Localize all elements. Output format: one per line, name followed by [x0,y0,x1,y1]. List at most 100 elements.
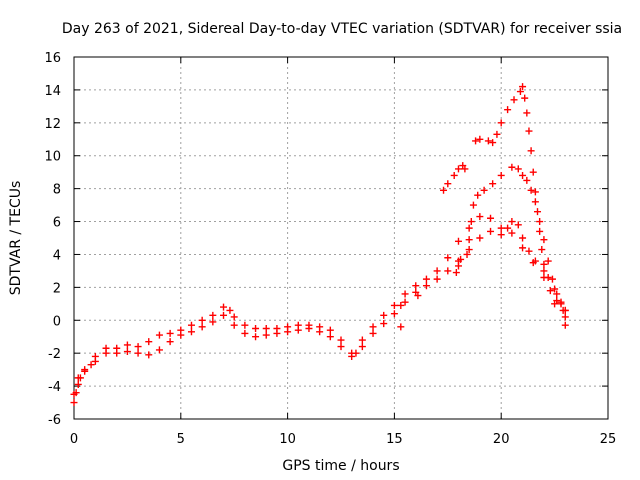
data-point [487,227,495,235]
y-tick-label: -2 [48,347,61,362]
data-point [454,237,462,245]
data-point [497,224,505,232]
data-point [548,275,556,283]
data-point [534,208,542,216]
data-point [74,374,82,382]
data-point [540,260,548,268]
data-point [252,325,260,332]
data-point [166,329,174,337]
data-point [390,310,398,318]
data-point [474,191,482,199]
data-point [538,246,546,254]
data-point [262,331,270,339]
data-point [480,186,488,194]
data-point [540,267,548,275]
data-point [230,321,238,329]
data-point [467,218,475,226]
data-point [529,168,537,176]
x-tick-label: 20 [493,432,510,447]
data-point [241,329,249,337]
data-point [397,301,405,309]
data-point [529,259,537,267]
data-point [551,300,559,308]
data-point [134,343,142,351]
data-point [489,139,497,147]
data-point [531,198,539,206]
data-point [198,323,206,331]
data-point [226,306,234,314]
data-point [433,267,441,275]
data-point [414,292,422,300]
data-point [536,227,544,235]
series-peak-branch [472,83,569,314]
data-point [252,333,260,341]
data-point [476,135,484,143]
data-point [561,313,569,321]
data-point [544,273,552,281]
data-point [521,94,529,102]
data-point [531,188,539,196]
data-point [166,338,174,346]
data-point [523,109,531,117]
data-point [262,325,270,332]
data-point [444,267,452,275]
y-tick-label: 8 [53,183,61,198]
data-point [553,290,561,298]
data-point [294,326,302,334]
data-point [87,361,95,369]
data-point [326,326,334,334]
y-tick-label: 4 [53,248,61,263]
data-point [544,257,552,265]
data-point [123,341,131,349]
data-point [390,301,398,309]
data-point [493,130,501,138]
data-point [337,343,345,351]
data-point [476,213,484,221]
data-point [155,331,163,339]
data-point [337,336,345,344]
data-point [241,321,249,329]
data-point [516,88,524,96]
y-tick-label: 12 [44,117,61,132]
y-tick-label: 6 [53,216,61,231]
data-point [358,336,366,344]
data-point [401,298,409,306]
x-tick-label: 0 [70,432,78,447]
data-point [561,321,569,329]
data-point [452,269,460,277]
data-point [91,352,99,360]
data-point [358,343,366,351]
data-point [463,250,471,258]
data-point [540,236,548,244]
data-point [514,165,522,173]
data-point [487,214,495,222]
data-point [536,218,544,226]
data-point [412,282,420,290]
data-point [497,119,505,127]
data-point [113,349,121,357]
x-axis-title: GPS time / hours [282,458,399,474]
data-point [469,201,477,209]
y-tick-label: 2 [53,281,61,296]
data-point [484,137,492,145]
data-point [422,282,430,290]
data-point [497,231,505,239]
grid [74,57,608,419]
y-tick-label: -4 [48,380,61,395]
data-point [209,311,217,319]
y-axis-title: SDTVAR / TECUs [8,181,24,296]
data-point [465,224,473,232]
data-point [102,344,110,352]
data-point [551,285,559,293]
data-point [508,229,516,237]
series-detached-segment [440,162,469,194]
series-lower-spread [70,227,569,398]
data-point [198,316,206,324]
data-point [444,180,452,188]
data-point [369,329,377,337]
data-point [74,380,82,388]
data-point [557,298,565,306]
data-point [348,352,356,360]
data-point [472,137,480,145]
y-tick-label: -6 [48,413,61,428]
